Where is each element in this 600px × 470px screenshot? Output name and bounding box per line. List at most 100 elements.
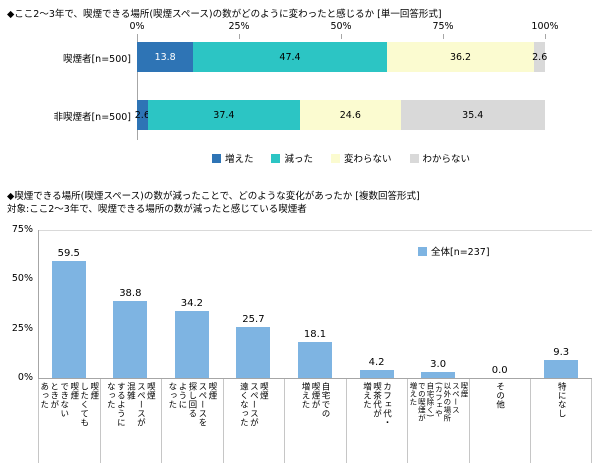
bar-value-label: 25.7 xyxy=(242,314,265,326)
bottom-chart-subtitle: 対象:ここ2〜3年で、喫煙できる場所の数が減ったと感じている喫煙者 xyxy=(7,204,307,215)
legend-item: わからない xyxy=(409,151,471,165)
bar-segment: 47.4 xyxy=(193,42,387,72)
bar-segment: 2.6 xyxy=(134,100,150,130)
category-label-text: 喫煙 スペースが 遠くなった xyxy=(238,382,269,427)
category-label: 喫煙 スペースを 探し回る ように なった xyxy=(161,382,223,464)
bottom-y-axis: 75% 50% 25% 0% xyxy=(0,224,33,390)
separator-line xyxy=(161,379,163,463)
category-label-text: 喫煙 スペースを 探し回る ように なった xyxy=(166,382,217,427)
category-label-text: 自宅での 喫煙が 増えた xyxy=(299,382,330,418)
y-tick-label: 75% xyxy=(11,224,33,235)
row-label-smokers: 喫煙者[n=500] xyxy=(62,54,131,65)
segment-value-label: 36.2 xyxy=(449,51,472,63)
bar-segment: 37.4 xyxy=(147,100,301,130)
bottom-legend: 全体[n=237] xyxy=(418,244,490,258)
bottom-x-axis-line xyxy=(38,378,592,379)
x-tick-mark xyxy=(239,34,240,39)
bar-value-label: 34.2 xyxy=(180,297,204,309)
category-label: 喫煙 したくても 喫煙 できない ときが あった xyxy=(38,382,100,464)
y-tick-label: 0% xyxy=(17,372,33,383)
segment-value-label: 35.4 xyxy=(462,109,484,121)
category-label-text: カフェ代・ 喫茶代が 増えた xyxy=(361,382,392,427)
top-gridline xyxy=(38,230,592,231)
category-label: 自宅での 喫煙が 増えた xyxy=(284,382,346,464)
bar-value-label: 4.2 xyxy=(368,356,385,368)
separator-line xyxy=(38,379,39,463)
legend-label: 減った xyxy=(284,154,313,165)
stacked-bar: 2.6 37.4 24.6 35.4 xyxy=(134,100,545,130)
x-tick-mark xyxy=(341,34,342,39)
bar-value-label: 59.5 xyxy=(57,247,80,259)
x-tick-label: 25% xyxy=(228,21,250,32)
category-label-text: 喫煙 スペース 以外の場所 (カフェや 自宅除く) での喫煙が 増えた xyxy=(408,382,469,422)
category-label-text: 喫煙 スペースが 混雑 するように なった xyxy=(105,382,156,427)
separator-line xyxy=(222,379,224,463)
x-tick-label: 75% xyxy=(432,21,454,32)
separator-line xyxy=(345,379,347,463)
category-label-text: その他 xyxy=(494,382,505,409)
legend-swatch xyxy=(211,153,221,163)
bar xyxy=(174,310,209,378)
legend-item: 減った xyxy=(271,151,313,165)
separator-line xyxy=(468,379,470,463)
legend-item: 変わらない xyxy=(331,151,392,165)
x-tick-label: 50% xyxy=(330,21,352,32)
bar xyxy=(544,359,579,378)
bar xyxy=(298,342,332,378)
segment-value-label: 37.4 xyxy=(213,109,235,121)
bar-segment: 2.6 xyxy=(532,42,547,72)
bar-segment: 24.6 xyxy=(300,100,401,130)
x-tick-mark xyxy=(443,34,444,39)
separator-line xyxy=(284,379,286,463)
x-tick-label: 100% xyxy=(531,21,559,32)
x-tick-label: 0% xyxy=(129,21,145,32)
bottom-legend-label: 全体[n=237] xyxy=(431,247,490,258)
segment-value-label: 2.6 xyxy=(134,109,150,121)
top-chart-title: ◆ここ2〜3年で、喫煙できる場所(喫煙スペース)の数がどのように変わったと感じる… xyxy=(7,9,442,20)
separator-line xyxy=(99,379,101,463)
legend-label: わからない xyxy=(422,154,471,165)
bar-value-label: 0.0 xyxy=(491,365,508,376)
top-plot-area: 13.8 47.4 36.2 2.6 2.6 37.4 24.6 35.4 xyxy=(134,42,547,130)
category-label-text: 特になし xyxy=(556,382,567,418)
stacked-bar: 13.8 47.4 36.2 2.6 xyxy=(137,42,547,72)
bar-value-label: 18.1 xyxy=(303,329,327,341)
separator-line xyxy=(591,379,592,463)
category-label: 喫煙 スペースが 混雑 するように なった xyxy=(100,382,162,464)
top-category-axis-line xyxy=(137,34,138,140)
separator-line xyxy=(530,379,532,463)
bar-value-label: 9.3 xyxy=(553,346,570,358)
bar-value-label: 3.0 xyxy=(430,359,447,371)
segment-value-label: 47.4 xyxy=(279,51,301,63)
row-label-nonsmokers: 非喫煙者[n=500] xyxy=(53,112,131,123)
y-tick-label: 50% xyxy=(11,273,33,285)
bar xyxy=(51,260,86,378)
legend-swatch xyxy=(271,153,281,163)
top-x-axis: 0% 25% 50% 75% 100% xyxy=(129,21,559,41)
bottom-y-axis-line xyxy=(38,230,39,379)
legend-label: 変わらない xyxy=(344,154,392,165)
bar-segment: 35.4 xyxy=(400,100,545,130)
bar-value-label: 38.8 xyxy=(119,288,142,300)
bar-segment: 36.2 xyxy=(386,42,535,72)
legend-label: 増えた xyxy=(224,154,254,165)
legend-swatch xyxy=(331,153,340,163)
category-label-text: 喫煙 したくても 喫煙 できない ときが あった xyxy=(38,382,99,427)
bar xyxy=(113,301,148,378)
bar xyxy=(421,372,456,378)
category-label: カフェ代・ 喫茶代が 増えた xyxy=(346,382,408,464)
segment-value-label: 24.6 xyxy=(339,109,361,121)
bar xyxy=(359,369,394,378)
bottom-chart-title: ◆喫煙できる場所(喫煙スペース)の数が減ったことで、どのような変化があったか [… xyxy=(7,191,420,202)
bottom-legend-swatch xyxy=(418,246,427,256)
category-label: 喫煙 スペース 以外の場所 (カフェや 自宅除く) での喫煙が 増えた xyxy=(407,382,469,464)
separator-line xyxy=(407,379,409,463)
bar xyxy=(236,327,271,378)
bottom-plot-area: 59.5 38.8 34.2 25.7 18.1 4.2 3.0 0.0 9.3 xyxy=(38,230,592,378)
category-label: 喫煙 スペースが 遠くなった xyxy=(223,382,285,464)
x-tick-mark xyxy=(545,34,546,39)
legend-item: 増えた xyxy=(211,151,254,165)
category-label: 特になし xyxy=(530,382,592,464)
legend-swatch xyxy=(409,153,419,163)
